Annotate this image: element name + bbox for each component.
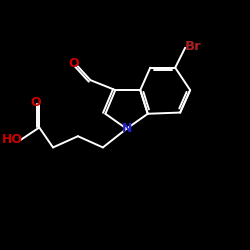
Text: N: N (122, 122, 132, 135)
Text: Br: Br (184, 40, 201, 53)
Text: HO: HO (2, 134, 23, 146)
Text: O: O (30, 96, 41, 109)
Text: O: O (68, 58, 79, 70)
